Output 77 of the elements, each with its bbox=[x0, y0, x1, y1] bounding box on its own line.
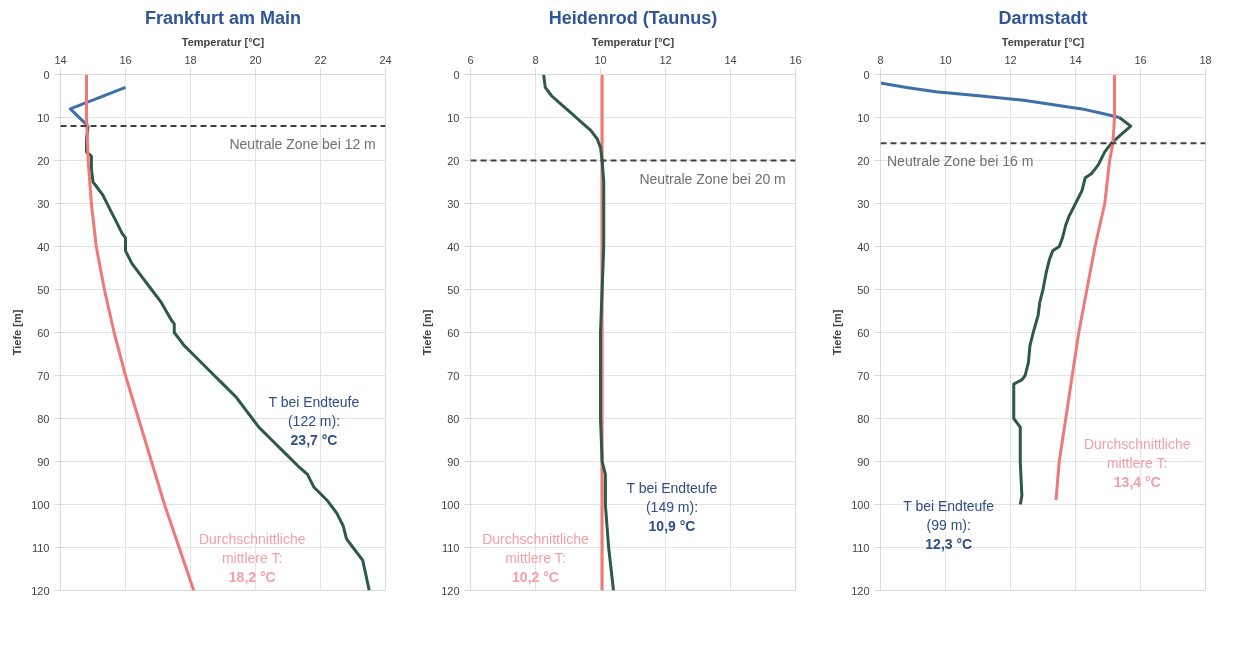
x-axis-title: Temperatur [°C] bbox=[591, 35, 675, 48]
y-tick-label: 0 bbox=[863, 68, 870, 81]
annotation: Durchschnittliche mittlere T: 13,4 °C bbox=[1083, 435, 1191, 490]
y-tick-label: 30 bbox=[37, 197, 50, 210]
annotation: T bei Endteufe (149 m): 10,9 °C bbox=[626, 479, 718, 534]
chart-title: Heidenrod (Taunus) bbox=[548, 7, 718, 28]
y-tick-label: 60 bbox=[447, 326, 460, 339]
y-tick-label: 10 bbox=[37, 111, 50, 124]
y-tick-label: 90 bbox=[447, 455, 460, 468]
y-tick-label: 30 bbox=[447, 197, 460, 210]
y-tick-label: 0 bbox=[43, 68, 50, 81]
x-tick-label: 18 bbox=[1199, 53, 1212, 66]
y-tick-label: 90 bbox=[857, 455, 870, 468]
y-tick-label: 60 bbox=[37, 326, 50, 339]
y-tick-label: 10 bbox=[447, 111, 460, 124]
x-tick-label: 6 bbox=[467, 53, 474, 66]
x-tick-label: 18 bbox=[184, 53, 197, 66]
annotation: T bei Endteufe (122 m): 23,7 °C bbox=[268, 394, 360, 449]
x-tick-label: 14 bbox=[724, 53, 737, 66]
y-tick-label: 20 bbox=[447, 154, 460, 167]
x-tick-label: 10 bbox=[939, 53, 952, 66]
ref-line-label: Neutrale Zone bei 20 m bbox=[639, 170, 786, 187]
y-tick-label: 100 bbox=[31, 498, 50, 511]
y-tick-label: 100 bbox=[851, 498, 870, 511]
chart-title: Darmstadt bbox=[998, 7, 1088, 28]
x-tick-label: 16 bbox=[789, 53, 802, 66]
y-tick-label: 50 bbox=[447, 283, 460, 296]
x-tick-label: 14 bbox=[54, 53, 67, 66]
chart-title: Frankfurt am Main bbox=[144, 7, 302, 28]
y-axis-title: Tiefe [m] bbox=[421, 309, 434, 356]
y-tick-label: 10 bbox=[857, 111, 870, 124]
y-tick-label: 40 bbox=[447, 240, 460, 253]
y-tick-label: 120 bbox=[851, 584, 870, 597]
y-tick-label: 110 bbox=[851, 541, 870, 554]
y-tick-label: 60 bbox=[857, 326, 870, 339]
y-tick-label: 110 bbox=[31, 541, 50, 554]
y-tick-label: 50 bbox=[857, 283, 870, 296]
y-tick-label: 70 bbox=[37, 369, 50, 382]
x-tick-label: 10 bbox=[594, 53, 607, 66]
x-axis-title: Temperatur [°C] bbox=[181, 35, 265, 48]
x-tick-label: 16 bbox=[119, 53, 132, 66]
y-tick-label: 80 bbox=[857, 412, 870, 425]
x-tick-label: 8 bbox=[532, 53, 539, 66]
annotation: Durchschnittliche mittlere T: 10,2 °C bbox=[482, 531, 590, 586]
y-tick-label: 100 bbox=[441, 498, 460, 511]
x-tick-label: 12 bbox=[659, 53, 672, 66]
y-tick-label: 120 bbox=[441, 584, 460, 597]
y-tick-label: 50 bbox=[37, 283, 50, 296]
y-tick-label: 70 bbox=[447, 369, 460, 382]
y-axis-title: Tiefe [m] bbox=[831, 309, 844, 356]
y-axis-title: Tiefe [m] bbox=[11, 309, 24, 356]
ref-line-label: Neutrale Zone bei 12 m bbox=[229, 136, 376, 153]
y-tick-label: 80 bbox=[37, 412, 50, 425]
y-tick-label: 20 bbox=[37, 154, 50, 167]
y-tick-label: 30 bbox=[857, 197, 870, 210]
y-tick-label: 70 bbox=[857, 369, 870, 382]
y-tick-label: 40 bbox=[857, 240, 870, 253]
y-tick-label: 20 bbox=[857, 154, 870, 167]
annotation: Durchschnittliche mittlere T: 18,2 °C bbox=[198, 531, 306, 586]
y-tick-label: 120 bbox=[31, 584, 50, 597]
annotation: T bei Endteufe (99 m): 12,3 °C bbox=[903, 497, 995, 552]
x-tick-label: 24 bbox=[379, 53, 392, 66]
x-tick-label: 22 bbox=[314, 53, 327, 66]
x-tick-label: 14 bbox=[1069, 53, 1082, 66]
x-tick-label: 20 bbox=[249, 53, 262, 66]
line-series bbox=[880, 81, 1121, 119]
y-tick-label: 110 bbox=[441, 541, 460, 554]
y-tick-label: 80 bbox=[447, 412, 460, 425]
x-axis-title: Temperatur [°C] bbox=[1001, 35, 1085, 48]
y-tick-label: 0 bbox=[453, 68, 460, 81]
x-tick-label: 16 bbox=[1134, 53, 1147, 66]
line-series bbox=[85, 74, 196, 591]
y-tick-label: 90 bbox=[37, 455, 50, 468]
x-tick-label: 8 bbox=[877, 53, 884, 66]
x-tick-label: 12 bbox=[1004, 53, 1017, 66]
y-tick-label: 40 bbox=[37, 240, 50, 253]
ref-line-label: Neutrale Zone bei 16 m bbox=[887, 153, 1034, 170]
